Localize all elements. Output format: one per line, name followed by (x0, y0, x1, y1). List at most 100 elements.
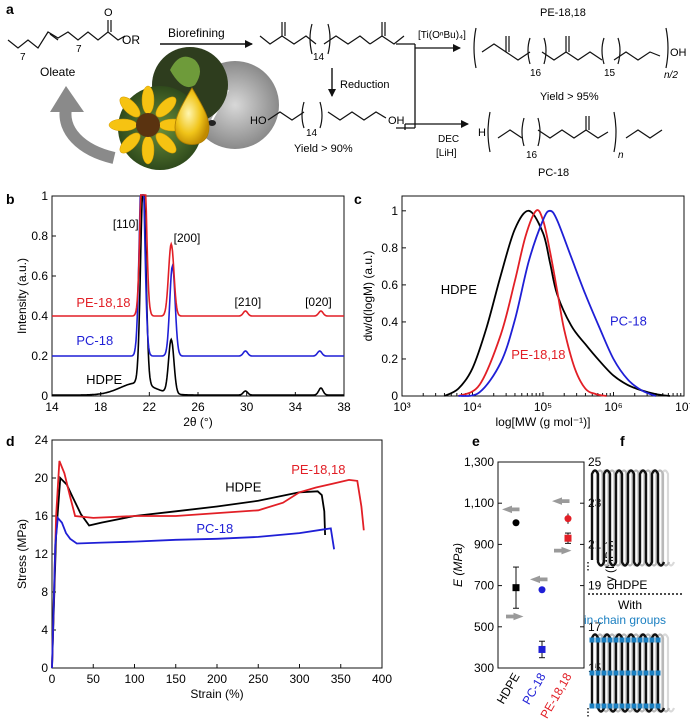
panel-label-f: f (620, 433, 625, 449)
x-tick-label: 150 (166, 672, 186, 686)
panel-label-b: b (6, 191, 15, 207)
y-tick-label: 0.8 (31, 229, 48, 243)
series-line-pe-18-18 (52, 194, 344, 317)
series-label: HDPE (225, 479, 261, 494)
in-chain-group-marker (625, 670, 631, 676)
E-point (564, 515, 572, 523)
in-chain-group-marker (607, 637, 613, 643)
reagent-dec: DEC (438, 134, 459, 145)
y-tick-label: 0.6 (31, 269, 48, 283)
y-tick-label: 4 (41, 623, 48, 637)
series-label: HDPE (86, 372, 122, 387)
diol-n: 14 (306, 128, 318, 139)
in-chain-group-marker (655, 703, 661, 709)
in-chain-group-marker (589, 703, 595, 709)
x-tick-label: 10⁴ (463, 400, 482, 414)
biomass-illustration (50, 47, 279, 170)
series-label: HDPE (441, 282, 477, 297)
panel-a: a 7 7 OR O Oleate (6, 1, 687, 179)
x-axis-label: 2θ (°) (183, 415, 212, 429)
peak-annotation: [200] (174, 231, 201, 245)
oleate-n2: 7 (76, 44, 82, 55)
arrow-left-icon (530, 575, 548, 584)
panel-label-a: a (6, 1, 14, 17)
series-label: PC-18 (196, 521, 233, 536)
y-tick-label: 12 (35, 547, 49, 561)
in-chain-group-marker (643, 637, 649, 643)
series-label: PE-18,18 (511, 347, 565, 362)
x-tick-label: 26 (191, 400, 205, 414)
series-label: PC-18 (610, 314, 647, 329)
pc-h: H (478, 127, 486, 139)
in-chain-group-marker (607, 703, 613, 709)
in-chain-group-marker (613, 637, 619, 643)
arrow-left-icon (502, 505, 520, 514)
oil-drop-icon (174, 87, 210, 145)
arrow-right-icon (554, 546, 572, 555)
sigma-point (564, 534, 572, 542)
x-axis-label: Strain (%) (190, 687, 243, 701)
y-tick-label: 0 (41, 661, 48, 675)
x-tick-label: 300 (289, 672, 309, 686)
in-chain-group-marker (595, 637, 601, 643)
f-with-label: With (618, 598, 642, 612)
pe-end: OH (670, 47, 687, 59)
sigma-point (512, 584, 520, 592)
in-chain-group-marker (655, 670, 661, 676)
plot-frame (497, 461, 585, 669)
diester-structure (259, 22, 405, 55)
y-tick-label-left: 900 (474, 537, 494, 551)
x-tick-label: 10⁶ (604, 400, 622, 414)
pe-sub: n/2 (664, 70, 678, 81)
series-line-pe-18-18 (51, 460, 365, 669)
in-chain-group-marker (595, 703, 601, 709)
oleate-o-label: O (104, 7, 113, 19)
arrow-left-icon (552, 497, 570, 505)
reduction-label: Reduction (340, 79, 390, 91)
pc-sub: n (618, 150, 624, 161)
y-tick-label: 16 (35, 509, 49, 523)
y-axis-label: Stress (MPa) (15, 519, 29, 589)
pe-n1: 16 (530, 68, 542, 79)
diol-yield: Yield > 90% (294, 143, 353, 155)
y-tick-label: 0.6 (381, 278, 398, 292)
y-tick-label: 24 (35, 433, 49, 447)
series-line-hdpe (52, 194, 344, 396)
chart-d: 0 50 100 150 200 250 300 350 400 0 4 8 12 16 20 24 Strai… (15, 433, 392, 701)
in-chain-group-marker (619, 703, 625, 709)
pe-name: PE-18,18 (540, 7, 586, 19)
in-chain-group-marker (631, 637, 637, 643)
peak-annotation: [110] (113, 217, 139, 231)
y-tick-label: 1 (41, 189, 48, 203)
in-chain-group-marker (589, 637, 595, 643)
oleate-or: OR (122, 33, 140, 47)
panel-f: f HDPE With in-chain groups (584, 433, 684, 718)
x-tick-label: 34 (289, 400, 303, 414)
diester-n: 14 (313, 52, 325, 63)
y-tick-label-right: 19 (588, 579, 602, 593)
in-chain-group-marker (625, 703, 631, 709)
y-axis-label-left: E (MPa) (451, 543, 465, 587)
in-chain-group-marker (649, 670, 655, 676)
x-tick-label: 400 (372, 672, 392, 686)
y-axis-label: dw/d(logM) (a.u.) (361, 251, 375, 342)
series-line-pc-18 (51, 515, 335, 669)
series-label: PC-18 (76, 333, 113, 348)
diol-ho: HO (250, 115, 267, 127)
y-tick-label: 0.8 (381, 241, 398, 255)
E-point (538, 586, 546, 594)
in-chain-group-marker (649, 637, 655, 643)
sunflower-icon (108, 85, 188, 165)
y-tick-label: 0.4 (31, 309, 48, 323)
x-tick-label: 22 (143, 400, 157, 414)
y-tick-label: 0 (391, 389, 398, 403)
pc-name: PC-18 (538, 167, 569, 179)
in-chain-group-marker (613, 703, 619, 709)
series-label: PE-18,18 (291, 462, 345, 477)
in-chain-group-marker (607, 670, 613, 676)
x-tick-label: 200 (207, 672, 227, 686)
x-tick-label: 30 (240, 400, 254, 414)
diol-oh: OH (388, 115, 405, 127)
in-chain-group-marker (643, 670, 649, 676)
